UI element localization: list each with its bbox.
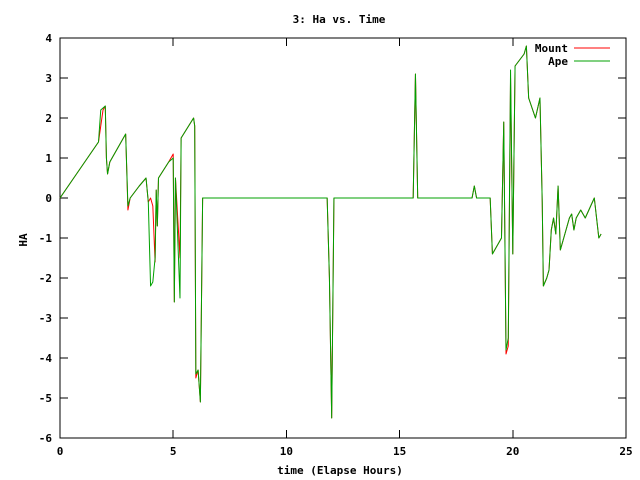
- x-tick-label: 15: [393, 445, 406, 458]
- x-tick-label: 5: [170, 445, 177, 458]
- series-layer: [59, 45, 602, 419]
- y-tick-label: -3: [39, 312, 52, 325]
- x-tick-label: 0: [57, 445, 64, 458]
- y-tick-label: 1: [45, 152, 52, 165]
- y-axis-ticks: -6 -5 -4 -3 -2 -1 0 1 2 3 4: [39, 32, 626, 445]
- legend: Mount Ape: [535, 42, 610, 68]
- y-tick-label: 3: [45, 72, 52, 85]
- series-line-ape: [59, 45, 602, 419]
- y-tick-label: -4: [39, 352, 53, 365]
- y-tick-label: -1: [39, 232, 53, 245]
- legend-label-mount: Mount: [535, 42, 568, 55]
- plot-border: [59, 37, 627, 439]
- y-tick-label: -5: [39, 392, 52, 405]
- x-tick-label: 10: [280, 445, 293, 458]
- x-axis-ticks: 0 5 10 15 20 25: [57, 38, 633, 458]
- y-axis-label: HA: [17, 233, 30, 247]
- y-tick-label: -6: [39, 432, 53, 445]
- x-tick-label: 20: [506, 445, 519, 458]
- y-tick-label: 0: [45, 192, 52, 205]
- y-tick-label: -2: [39, 272, 52, 285]
- y-tick-label: 4: [45, 32, 52, 45]
- x-tick-label: 25: [619, 445, 632, 458]
- y-tick-label: 2: [45, 112, 52, 125]
- chart-title: 3: Ha vs. Time: [293, 13, 386, 26]
- legend-label-ape: Ape: [548, 55, 568, 68]
- x-axis-label: time (Elapse Hours): [277, 464, 403, 477]
